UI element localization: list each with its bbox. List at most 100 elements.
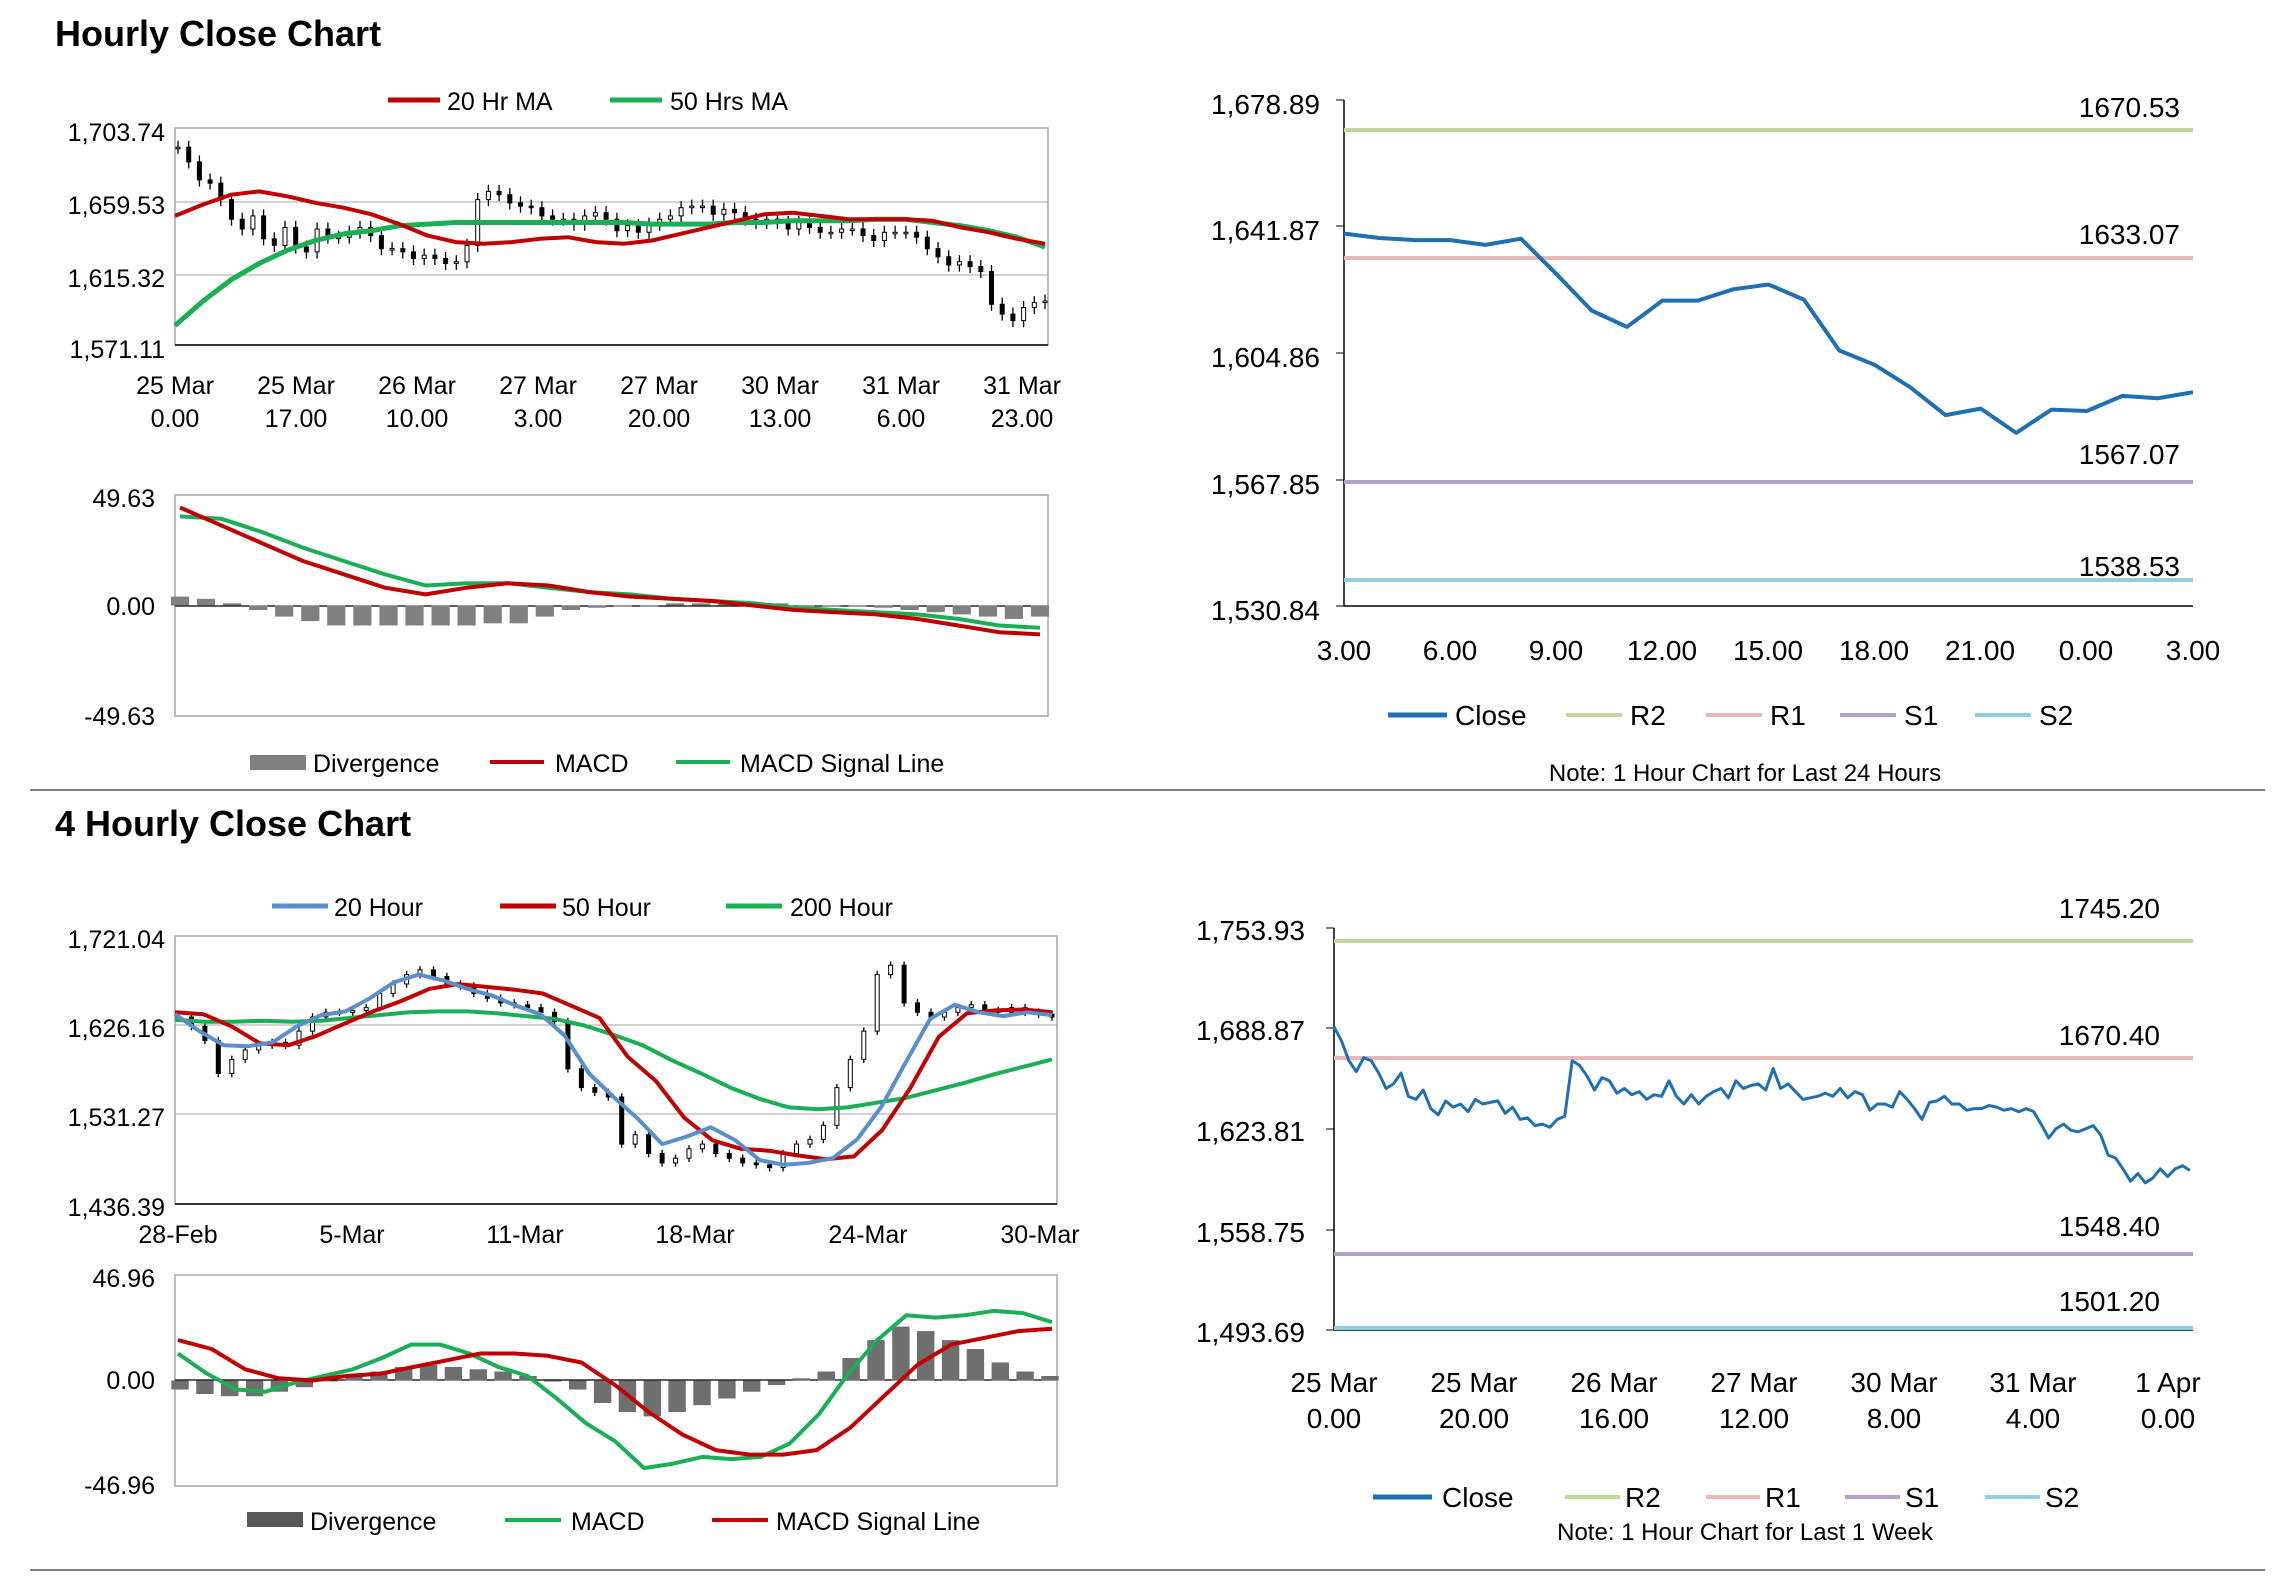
x-tick-label: 27 Mar: [1710, 1367, 1797, 1398]
price-candle: [713, 1143, 719, 1154]
price-candle: [592, 1087, 598, 1093]
price-candle: [888, 964, 894, 976]
price-candle: [740, 1157, 746, 1164]
x-tick-label: 12.00: [1719, 1403, 1789, 1434]
divergence-bar: [295, 1380, 313, 1388]
divergence-bar: [345, 1376, 363, 1381]
divergence-bar: [544, 1380, 562, 1382]
divergence-bar: [301, 605, 320, 622]
divergence-bar: [1016, 1371, 1034, 1381]
price-candle: [175, 146, 181, 150]
price-candle: [874, 974, 880, 1032]
four-hourly-close-chart-title: 4 Hourly Close Chart: [55, 803, 411, 844]
x-tick-label: 26 Mar: [1570, 1367, 1657, 1398]
x-tick-label: 31 Mar: [862, 372, 940, 400]
x-tick-label: 23.00: [991, 405, 1054, 433]
price-candle: [914, 231, 920, 238]
divergence-bar: [926, 605, 945, 613]
divergence-bar: [718, 1380, 736, 1399]
y-tick-label: 1,721.04: [68, 926, 165, 954]
price-candle: [186, 146, 192, 163]
divergence-bar: [874, 605, 893, 608]
divergence-bar: [966, 1349, 985, 1381]
price-candle: [1042, 300, 1048, 304]
price-candle: [794, 1143, 799, 1154]
legend-label: MACD: [555, 750, 629, 778]
x-tick-label: 25 Mar: [136, 372, 214, 400]
price-candle: [659, 1153, 665, 1164]
x-tick-label: 8.00: [1867, 1403, 1922, 1434]
legend-label: 200 Hour: [790, 894, 893, 922]
y-tick-label: 1,615.32: [68, 265, 165, 293]
legend-label: 20 Hr MA: [447, 88, 553, 116]
price-candle: [839, 228, 845, 233]
x-tick-label: 20.00: [628, 405, 691, 433]
price-candle: [261, 215, 267, 240]
x-tick-label: 3.00: [1317, 635, 1372, 666]
price-candle: [678, 207, 684, 217]
price-candle: [732, 208, 738, 214]
y-tick-label: 1,641.87: [1211, 215, 1320, 246]
divergence-bar: [1030, 605, 1050, 617]
x-tick-label: 12.00: [1627, 635, 1697, 666]
x-tick-label: 18-Mar: [655, 1221, 734, 1249]
legend-label: MACD: [571, 1508, 645, 1536]
legend-label: 50 Hrs MA: [670, 88, 788, 116]
y-tick-label: 1,604.86: [1211, 342, 1320, 373]
divergence-bar: [419, 1364, 438, 1381]
divergence-bar: [941, 1340, 960, 1381]
divergence-bar: [848, 605, 867, 607]
legend-label: R1: [1765, 1482, 1801, 1513]
divergence-bar: [587, 605, 606, 608]
divergence-bar: [917, 1331, 935, 1381]
x-tick-label: 25 Mar: [1290, 1367, 1377, 1398]
y-tick-label: 46.96: [92, 1265, 155, 1293]
x-tick-label: 11-Mar: [486, 1221, 563, 1249]
x-tick-label: 25 Mar: [1430, 1367, 1517, 1398]
price-candle: [453, 261, 459, 264]
r1-level-label: 1633.07: [2079, 219, 2180, 250]
price-candle: [635, 225, 641, 233]
four-hourly-macd-chart: 46.96 0.00 -46.96 Divergence MACD MACD S…: [84, 1265, 1059, 1536]
x-tick-label: 3.00: [514, 405, 563, 433]
divergence-bar: [353, 605, 372, 626]
price-candle: [431, 969, 436, 978]
price-candle: [229, 199, 234, 220]
legend-label: S2: [2039, 700, 2073, 731]
y-tick-label: 1,571.11: [70, 336, 165, 364]
price-candle: [847, 1058, 853, 1089]
divergence-bar: [867, 1340, 885, 1381]
price-candle: [860, 228, 866, 236]
legend-label: S1: [1905, 1482, 1939, 1513]
x-tick-label: 30-Mar: [1000, 1221, 1079, 1249]
legend-swatch-divergence: [247, 1512, 303, 1527]
divergence-bar: [613, 605, 633, 607]
x-tick-label: 5-Mar: [319, 1221, 384, 1249]
divergence-bar: [643, 1380, 661, 1417]
y-tick-label: 1,688.87: [1196, 1015, 1305, 1046]
y-tick-label: 1,753.93: [1196, 915, 1305, 946]
price-candle: [207, 179, 213, 184]
ma20-line: [173, 972, 1053, 1167]
hourly-macd-marks: [170, 505, 1050, 637]
price-candle: [667, 215, 673, 220]
legend-label: MACD Signal Line: [740, 750, 944, 778]
legend-label: R1: [1770, 700, 1806, 731]
legend-label: R2: [1630, 700, 1666, 731]
x-tick-label: 6.00: [1423, 635, 1478, 666]
price-candle: [303, 246, 309, 253]
x-tick-label: 15.00: [1733, 635, 1803, 666]
price-candle: [967, 261, 973, 268]
divergence-bar: [692, 603, 711, 606]
price-candle: [915, 1002, 920, 1013]
x-tick-label: 17.00: [265, 405, 328, 433]
price-candle: [619, 1096, 625, 1145]
x-tick-label: 21.00: [1945, 635, 2015, 666]
price-candle: [817, 226, 823, 233]
divergence-bar: [509, 605, 528, 624]
close-line: [1332, 1026, 2191, 1185]
price-candle: [443, 258, 449, 264]
x-tick-label: 30 Mar: [741, 372, 819, 400]
divergence-bar: [593, 1380, 612, 1403]
